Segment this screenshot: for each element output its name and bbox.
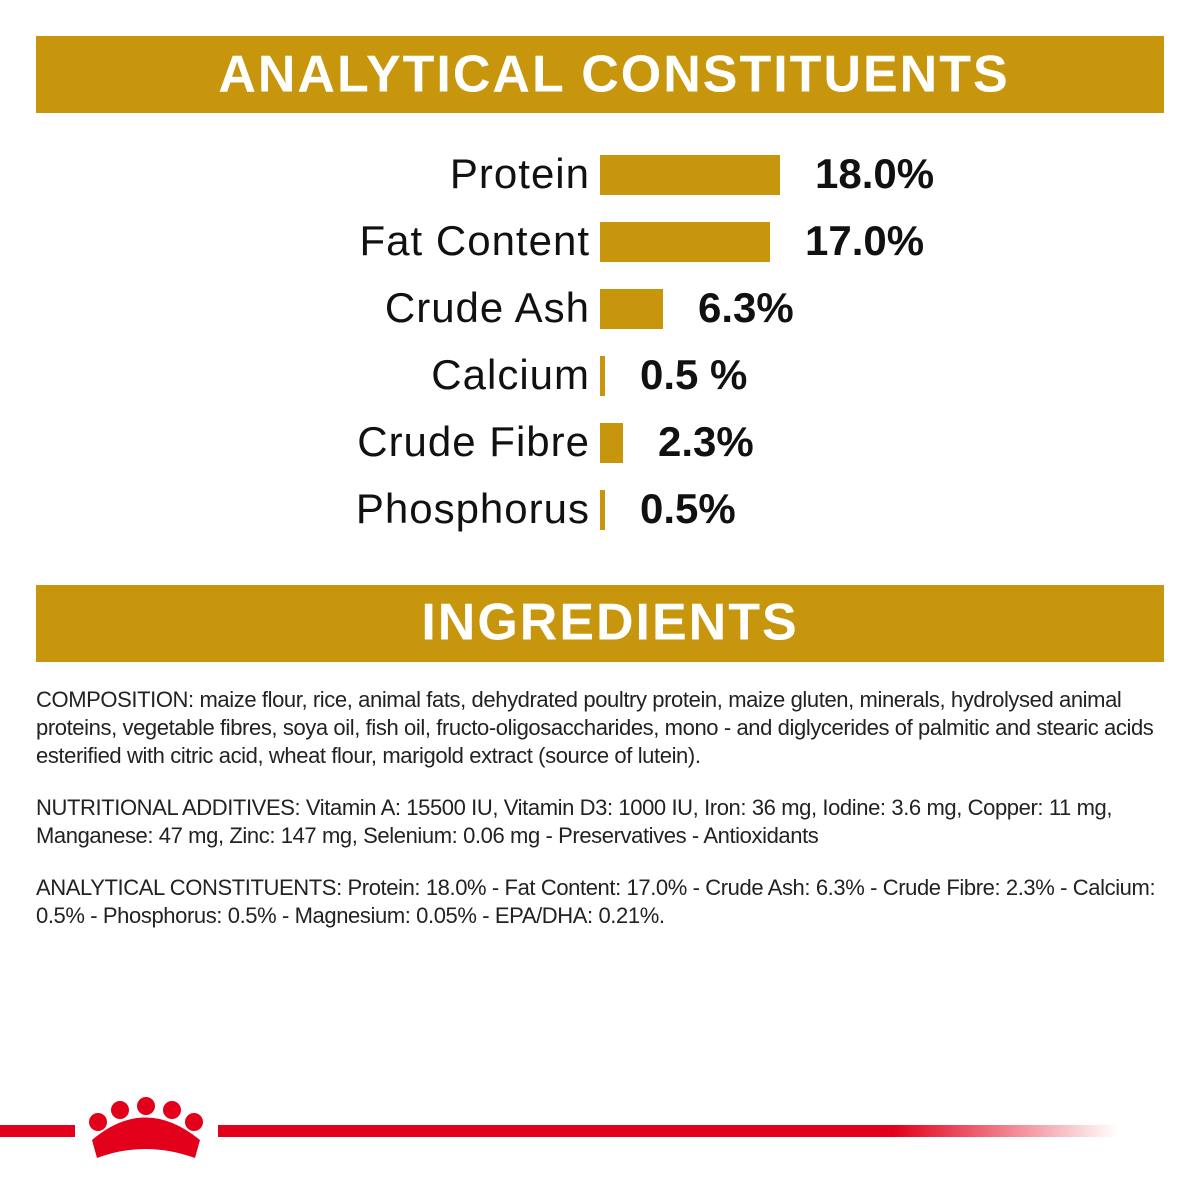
- paragraph: COMPOSITION: maize flour, rice, animal f…: [36, 687, 1154, 768]
- header-band: [36, 36, 1164, 113]
- bar: [600, 222, 770, 262]
- category-label: Protein: [450, 150, 590, 197]
- value-label: 0.5%: [640, 485, 736, 532]
- value-label: 17.0%: [805, 217, 924, 264]
- section-title: INGREDIENTS: [421, 594, 798, 652]
- header-band: [36, 585, 1164, 662]
- value-label: 2.3%: [658, 418, 754, 465]
- ingredients-text: COMPOSITION: maize flour, rice, animal f…: [36, 686, 1164, 954]
- value-label: 6.3%: [698, 284, 794, 331]
- value-label: 18.0%: [815, 150, 934, 197]
- bar: [600, 490, 605, 530]
- category-label: Fat Content: [360, 217, 590, 264]
- paragraph: NUTRITIONAL ADDITIVES: Vitamin A: 15500 …: [36, 795, 1113, 848]
- category-label: Calcium: [431, 351, 590, 398]
- paragraph: ANALYTICAL CONSTITUENTS: Protein: 18.0% …: [36, 875, 1156, 928]
- value-label: 0.5 %: [640, 351, 747, 398]
- section-title: ANALYTICAL CONSTITUENTS: [218, 46, 1009, 104]
- logo: [0, 1097, 1118, 1158]
- bar: [600, 423, 623, 463]
- category-label: Crude Ash: [385, 284, 590, 331]
- bar: [600, 155, 780, 195]
- category-label: Crude Fibre: [357, 418, 590, 465]
- bar: [600, 356, 605, 396]
- category-label: Phosphorus: [356, 485, 590, 532]
- bar: [600, 289, 663, 329]
